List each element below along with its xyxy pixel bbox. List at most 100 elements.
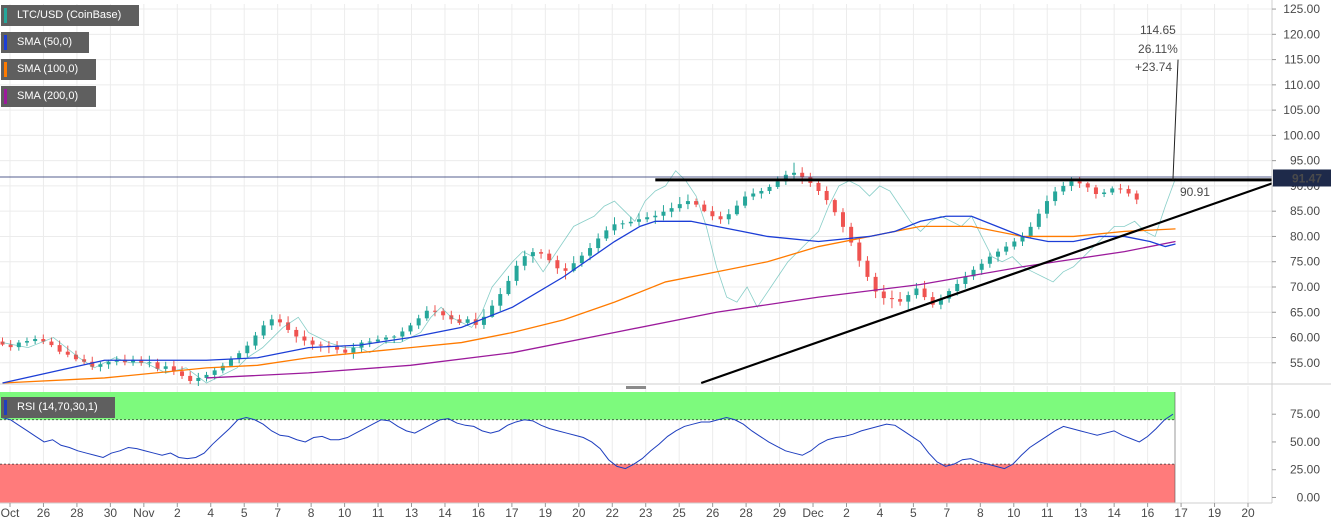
legend-sma200[interactable]: SMA (200,0) bbox=[1, 86, 96, 107]
legend-price[interactable]: LTC/USD (CoinBase) bbox=[1, 5, 139, 26]
candle-down bbox=[286, 322, 291, 330]
last-price-marker bbox=[1273, 169, 1331, 187]
candle-up bbox=[196, 377, 201, 381]
x-tick-label: 8 bbox=[977, 506, 984, 520]
candle-up bbox=[1053, 191, 1058, 202]
x-tick-label: 20 bbox=[1241, 506, 1255, 520]
rsi-swatch bbox=[4, 400, 7, 415]
sma200-line bbox=[206, 240, 1176, 379]
candle-up bbox=[726, 214, 731, 220]
x-tick-label: 7 bbox=[274, 506, 281, 520]
candle-down bbox=[881, 291, 886, 299]
candle-up bbox=[1110, 188, 1115, 193]
rsi-tick-label: 25.00 bbox=[1290, 463, 1320, 477]
x-tick-label: 17 bbox=[1174, 506, 1188, 520]
sma200-swatch bbox=[4, 89, 7, 104]
candle-up bbox=[400, 331, 405, 337]
candle-down bbox=[65, 351, 70, 355]
rsi-tick-label: 75.00 bbox=[1290, 407, 1320, 421]
legend-rsi[interactable]: RSI (14,70,30,1) bbox=[1, 397, 115, 418]
pane-resize-handle bbox=[626, 386, 646, 389]
x-tick-label: 19 bbox=[1208, 506, 1222, 520]
candle-up bbox=[490, 305, 495, 317]
grid bbox=[0, 4, 1331, 503]
trendline bbox=[700, 182, 1273, 385]
candle-up bbox=[163, 366, 168, 369]
candle-up bbox=[465, 319, 470, 323]
x-tick-label: 5 bbox=[241, 506, 248, 520]
x-tick-label: 7 bbox=[944, 506, 951, 520]
x-tick-label: 10 bbox=[338, 506, 352, 520]
candle-up bbox=[963, 276, 968, 284]
candle-up bbox=[33, 339, 38, 342]
candle-up bbox=[384, 337, 389, 340]
x-tick-label: 26 bbox=[37, 506, 51, 520]
candle-up bbox=[98, 364, 103, 367]
candle-up bbox=[685, 201, 690, 205]
candle-down bbox=[335, 346, 340, 350]
candle-up bbox=[947, 291, 952, 299]
candle-down bbox=[188, 375, 193, 381]
candle-up bbox=[522, 256, 527, 266]
x-tick-label: Oct bbox=[1, 506, 20, 520]
x-tick-label: 11 bbox=[372, 506, 385, 520]
candle-up bbox=[677, 204, 682, 209]
candle-down bbox=[155, 362, 160, 369]
legend-price-label: LTC/USD (CoinBase) bbox=[17, 9, 122, 21]
legend-sma100-label: SMA (100,0) bbox=[17, 63, 79, 75]
candle-down bbox=[1085, 183, 1090, 188]
candle-up bbox=[987, 256, 992, 264]
candle-up bbox=[1004, 246, 1009, 252]
candle-up bbox=[220, 365, 225, 371]
x-tick-label: 11 bbox=[1041, 506, 1054, 520]
candle-down bbox=[90, 361, 95, 367]
candle-down bbox=[1118, 188, 1123, 190]
candle-down bbox=[180, 371, 185, 376]
candle-up bbox=[530, 252, 535, 257]
candle-up bbox=[106, 361, 111, 365]
candle-up bbox=[1069, 181, 1074, 186]
y-tick-label: 55.00 bbox=[1290, 356, 1320, 370]
candle-up bbox=[996, 251, 1001, 257]
last-price-label: 91.47 bbox=[1292, 171, 1322, 185]
oversold-zone bbox=[0, 464, 1175, 503]
y-tick-label: 60.00 bbox=[1290, 331, 1320, 345]
y-tick-label: 70.00 bbox=[1290, 280, 1320, 294]
x-tick-label: 29 bbox=[773, 506, 787, 520]
candle-up bbox=[375, 339, 380, 342]
y-tick-label: 80.00 bbox=[1290, 229, 1320, 243]
candle-down bbox=[294, 329, 299, 337]
y-tick-label: 95.00 bbox=[1290, 154, 1320, 168]
candle-down bbox=[41, 339, 46, 342]
candle-up bbox=[604, 230, 609, 239]
candle-down bbox=[849, 226, 854, 243]
x-tick-label: 20 bbox=[572, 506, 586, 520]
candle-down bbox=[694, 201, 699, 205]
candle-down bbox=[702, 204, 707, 212]
x-tick-label: 4 bbox=[207, 506, 214, 520]
candle-down bbox=[710, 211, 715, 217]
x-tick-label: 28 bbox=[70, 506, 84, 520]
candle-up bbox=[628, 221, 633, 224]
candle-down bbox=[302, 336, 307, 341]
candle-down bbox=[171, 366, 176, 372]
rsi-tick-label: 50.00 bbox=[1290, 435, 1320, 449]
x-tick-label: 8 bbox=[308, 506, 315, 520]
legend-sma100[interactable]: SMA (100,0) bbox=[1, 59, 96, 80]
candle-down bbox=[1126, 188, 1131, 194]
x-tick-label: 5 bbox=[910, 506, 917, 520]
candle-up bbox=[571, 263, 576, 271]
candle-down bbox=[539, 252, 544, 254]
x-tick-label: Dec bbox=[802, 506, 823, 520]
x-tick-label: 17 bbox=[505, 506, 519, 520]
legend-sma50[interactable]: SMA (50,0) bbox=[1, 32, 89, 53]
candle-up bbox=[131, 359, 136, 363]
candle-up bbox=[636, 219, 641, 222]
y-tick-label: 125.00 bbox=[1283, 2, 1320, 16]
candle-up bbox=[1044, 201, 1049, 214]
x-tick-label: 13 bbox=[405, 506, 419, 520]
price-swatch bbox=[4, 8, 7, 23]
candle-up bbox=[424, 310, 429, 319]
candle-up bbox=[955, 283, 960, 292]
